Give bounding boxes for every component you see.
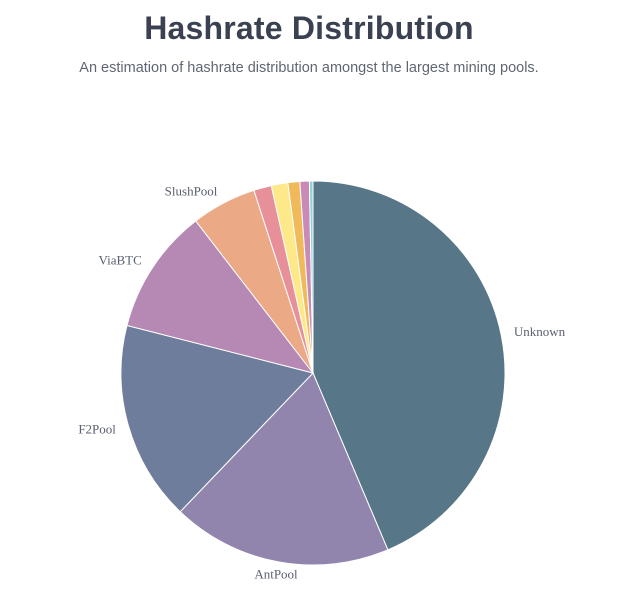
pie-label-slushpool: SlushPool xyxy=(165,184,218,199)
pie-slice-minor-9[interactable] xyxy=(308,180,314,374)
chart-title: Hashrate Distribution xyxy=(144,10,474,46)
pie-label-f2pool: F2Pool xyxy=(78,421,116,436)
chart-subtitle: An estimation of hashrate distribution a… xyxy=(79,60,539,76)
pie-slice-viabtc[interactable] xyxy=(126,220,315,374)
pie-slices xyxy=(120,180,506,566)
pie-slice-unknown[interactable] xyxy=(312,180,506,551)
pie-label-unknown: Unknown xyxy=(514,324,566,339)
pie-slice-f2pool[interactable] xyxy=(120,324,314,513)
pie-label-antpool: AntPool xyxy=(254,567,298,582)
pie-label-viabtc: ViaBTC xyxy=(98,252,141,267)
pie-labels: Unknown AntPool F2Pool ViaBTC SlushPool xyxy=(78,184,565,582)
pie-slice-antpool[interactable] xyxy=(179,372,389,566)
